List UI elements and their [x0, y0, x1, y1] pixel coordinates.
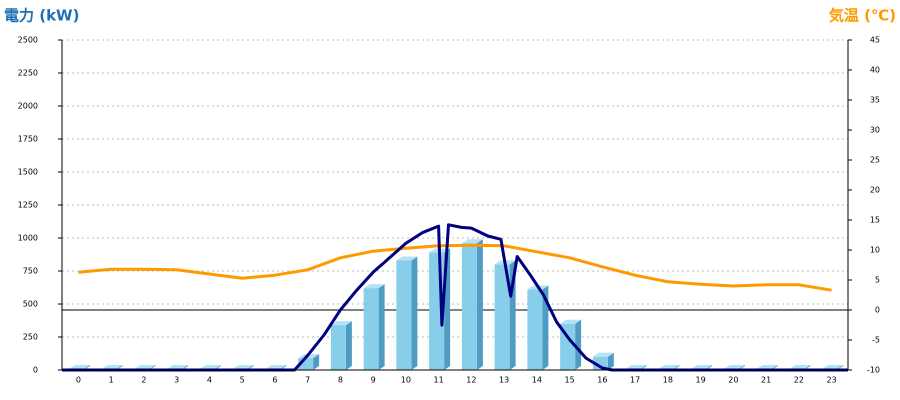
x-tick-label: 18: [663, 376, 673, 385]
y2-tick-label: 10: [870, 246, 880, 255]
line: [78, 243, 832, 292]
x-tick-label: 10: [401, 376, 411, 385]
x-tick-label: 15: [565, 376, 575, 385]
bar-top: [68, 365, 90, 369]
y2-tick-label: 35: [870, 96, 880, 105]
y2-tick-label: 0: [875, 306, 880, 315]
y-axis-title: 電力 (kW): [4, 7, 79, 25]
bar-side: [476, 239, 483, 370]
x-tick-label: 1: [109, 376, 114, 385]
x-tick-label: 23: [827, 376, 837, 385]
x-tick-label: 17: [630, 376, 640, 385]
y-tick-label: 1250: [18, 201, 38, 210]
bar-top: [789, 365, 811, 369]
bar-top: [658, 365, 680, 369]
x-tick-label: 13: [499, 376, 509, 385]
x-tick-label: 4: [207, 376, 212, 385]
x-tick-label: 7: [305, 376, 310, 385]
x-tick-label: 2: [141, 376, 146, 385]
y-tick-label: 500: [23, 300, 38, 309]
bar-top: [461, 239, 483, 244]
bar-top: [723, 365, 745, 369]
bar-side: [345, 321, 352, 370]
bar-top: [199, 365, 221, 369]
x-tick-label: 9: [371, 376, 376, 385]
x-tick-label: 6: [272, 376, 277, 385]
y2-tick-label: 5: [875, 276, 880, 285]
x-tick-label: 8: [338, 376, 343, 385]
x-tick-label: 12: [466, 376, 476, 385]
x-tick-label: 20: [728, 376, 738, 385]
y-tick-label: 750: [23, 267, 38, 276]
x-tick-label: 22: [794, 376, 804, 385]
bar-top: [232, 365, 254, 369]
bar-top: [134, 365, 156, 369]
y2-axis-title: 気温 (℃): [829, 7, 896, 25]
bar: [592, 356, 608, 370]
x-tick-label: 14: [532, 376, 542, 385]
y-tick-label: 2500: [18, 36, 38, 45]
bar-top: [625, 365, 647, 369]
bar-side: [542, 285, 549, 370]
bar: [396, 260, 412, 370]
bar-top: [822, 365, 844, 369]
bar: [330, 325, 346, 370]
bar: [461, 243, 477, 370]
bar-top: [691, 365, 713, 369]
y-tick-label: 250: [23, 333, 38, 342]
x-tick-label: 16: [597, 376, 607, 385]
y-tick-label: 1500: [18, 168, 38, 177]
y2-tick-label: 25: [870, 156, 880, 165]
x-tick-label: 19: [696, 376, 706, 385]
x-tick-label: 3: [174, 376, 179, 385]
bar-top: [560, 319, 582, 324]
line: [62, 223, 848, 372]
bar-side: [607, 352, 614, 370]
bar-top: [756, 365, 778, 369]
bar-top: [167, 365, 189, 369]
y-tick-label: 1000: [18, 234, 38, 243]
y2-tick-label: 15: [870, 216, 880, 225]
x-tick-label: 21: [761, 376, 771, 385]
y2-tick-label: -10: [867, 366, 880, 375]
y2-tick-label: 40: [870, 66, 880, 75]
y2-tick-label: 30: [870, 126, 880, 135]
bar-side: [313, 354, 320, 370]
y-tick-label: 2000: [18, 102, 38, 111]
bar: [298, 358, 314, 370]
x-tick-label: 5: [240, 376, 245, 385]
bar: [560, 323, 576, 370]
y-tick-label: 2250: [18, 69, 38, 78]
x-tick-label: 0: [76, 376, 81, 385]
bar-top: [265, 365, 287, 369]
bar-side: [575, 319, 582, 370]
bar-top: [101, 365, 123, 369]
y2-tick-label: 45: [870, 36, 880, 45]
bar: [527, 289, 543, 370]
bar-top: [396, 256, 418, 261]
y-tick-label: 0: [33, 366, 38, 375]
y2-tick-label: 20: [870, 186, 880, 195]
bar: [363, 288, 379, 370]
bar-side: [378, 284, 385, 370]
x-tick-label: 11: [434, 376, 444, 385]
bar-side: [411, 256, 418, 370]
y2-tick-label: -5: [872, 336, 880, 345]
bar-top: [592, 352, 614, 357]
bar: [494, 264, 510, 370]
bar-top: [330, 321, 352, 326]
bar-top: [363, 284, 385, 289]
y-tick-label: 1750: [18, 135, 38, 144]
